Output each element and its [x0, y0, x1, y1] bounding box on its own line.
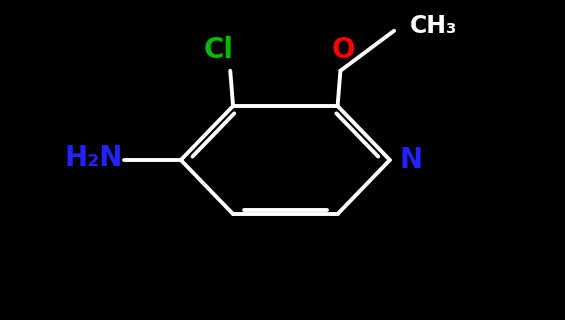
Text: O: O [332, 36, 355, 64]
Text: Cl: Cl [204, 36, 234, 64]
Text: H₂N: H₂N [64, 144, 123, 172]
Text: N: N [400, 146, 423, 174]
Text: CH₃: CH₃ [410, 14, 457, 38]
